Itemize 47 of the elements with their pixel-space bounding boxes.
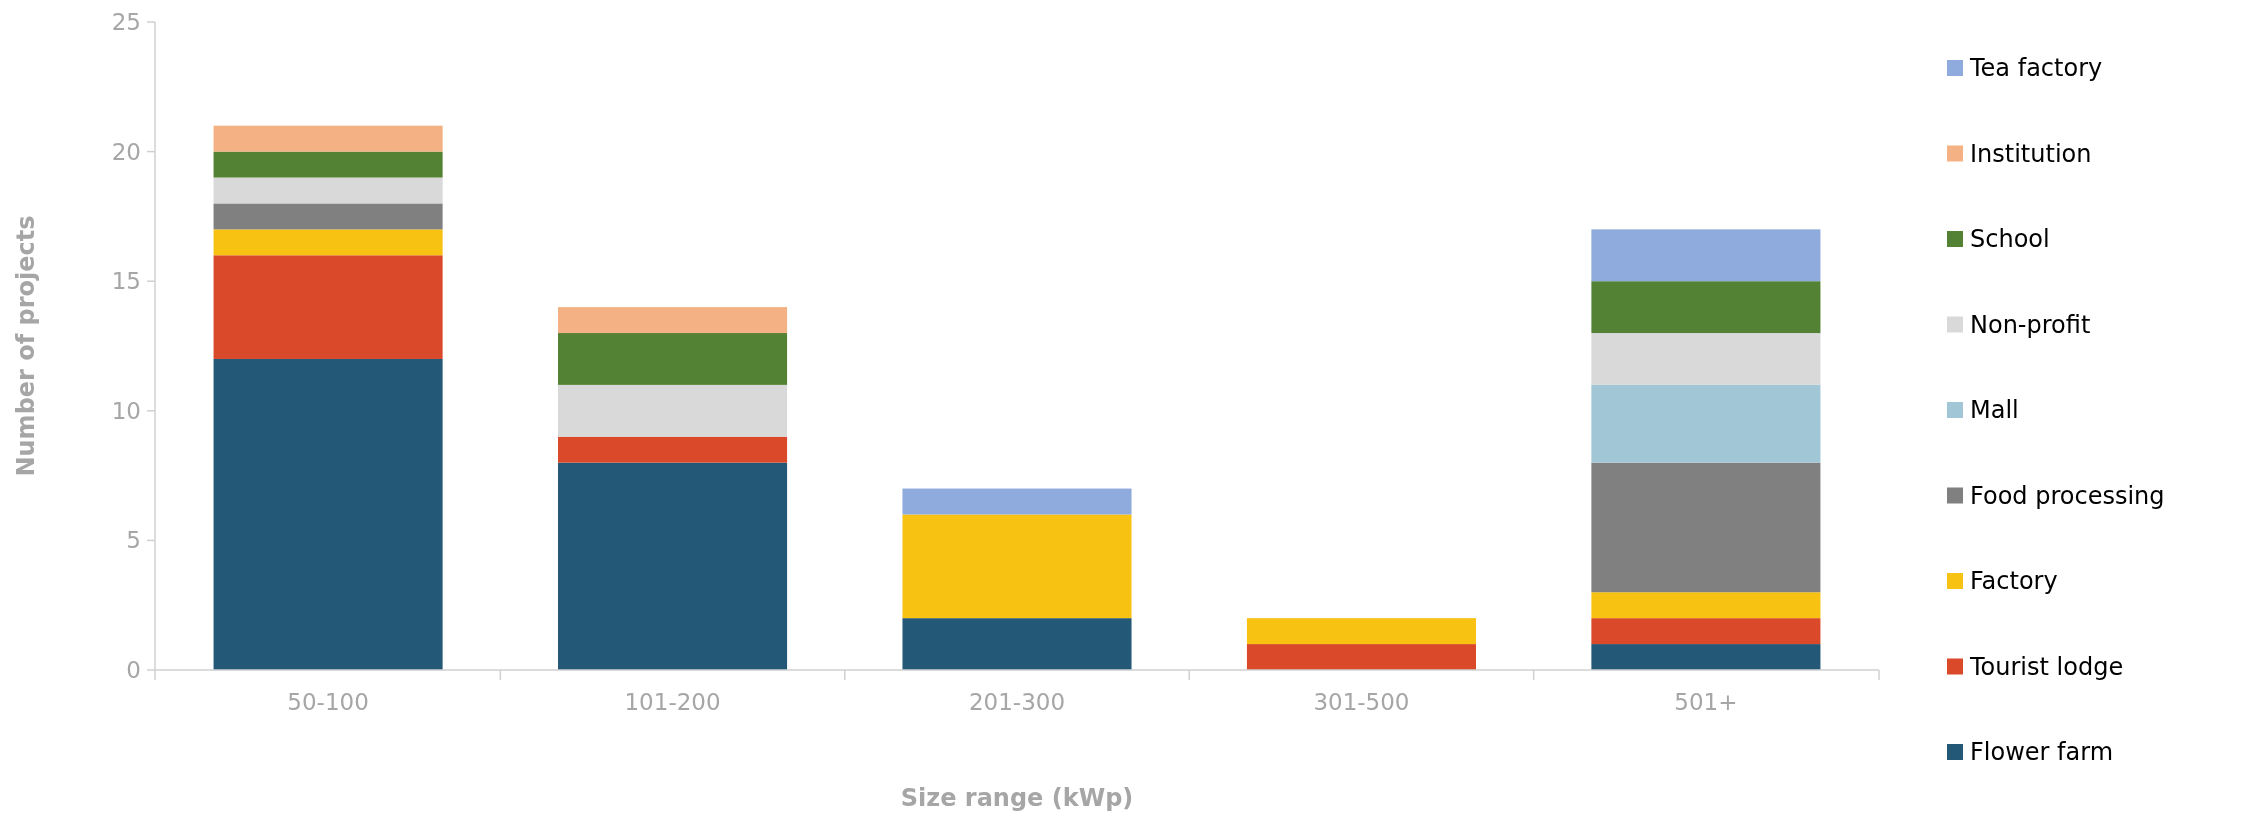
legend-label: Mall xyxy=(1970,396,2019,425)
bar xyxy=(213,125,443,152)
x-tick-label: 501+ xyxy=(1674,689,1738,715)
bar xyxy=(902,618,1132,670)
x-tick-label: 201-300 xyxy=(968,689,1066,715)
y-tick-label: 20 xyxy=(111,138,141,165)
legend-label: School xyxy=(1970,225,2050,254)
y-tick-label: 10 xyxy=(111,397,141,424)
bar xyxy=(558,307,788,334)
bar xyxy=(1246,644,1476,670)
legend-label: Tea factory xyxy=(1969,54,2103,83)
legend-label: Tourist lodge xyxy=(1969,652,2124,681)
bar xyxy=(1591,644,1821,670)
y-tick-label: 5 xyxy=(126,527,141,554)
bar xyxy=(213,177,443,204)
bar xyxy=(1591,333,1821,385)
legend-label: Flower farm xyxy=(1970,738,2114,767)
bar xyxy=(1591,592,1821,619)
bar xyxy=(213,151,443,178)
bar xyxy=(1591,229,1821,282)
bar xyxy=(1591,462,1821,593)
bar xyxy=(213,203,443,230)
x-axis-title: Size range (kWp) xyxy=(900,784,1134,812)
bar xyxy=(1246,618,1476,645)
bar xyxy=(902,488,1132,515)
x-tick-label: 101-200 xyxy=(624,689,721,715)
legend-label: Non-profit xyxy=(1970,310,2091,339)
x-tick-label: 50-100 xyxy=(287,689,369,715)
bar xyxy=(213,255,443,359)
y-tick-label: 15 xyxy=(111,268,141,295)
y-tick-label: 25 xyxy=(111,9,141,36)
y-axis-title: Number of projects xyxy=(12,215,40,477)
legend-label: Food processing xyxy=(1970,481,2165,510)
bar xyxy=(1591,384,1821,463)
bar xyxy=(1591,618,1821,645)
bar xyxy=(213,358,443,670)
bar xyxy=(1591,281,1821,334)
x-tick-label: 301-500 xyxy=(1313,689,1410,715)
bar xyxy=(213,229,443,256)
y-tick-label: 0 xyxy=(126,657,141,684)
bar xyxy=(558,384,788,437)
bar xyxy=(558,436,788,463)
legend-label: Factory xyxy=(1970,567,2058,596)
bar xyxy=(558,333,788,385)
bar xyxy=(902,514,1132,619)
legend-label: Institution xyxy=(1970,139,2092,168)
bar xyxy=(558,462,788,670)
